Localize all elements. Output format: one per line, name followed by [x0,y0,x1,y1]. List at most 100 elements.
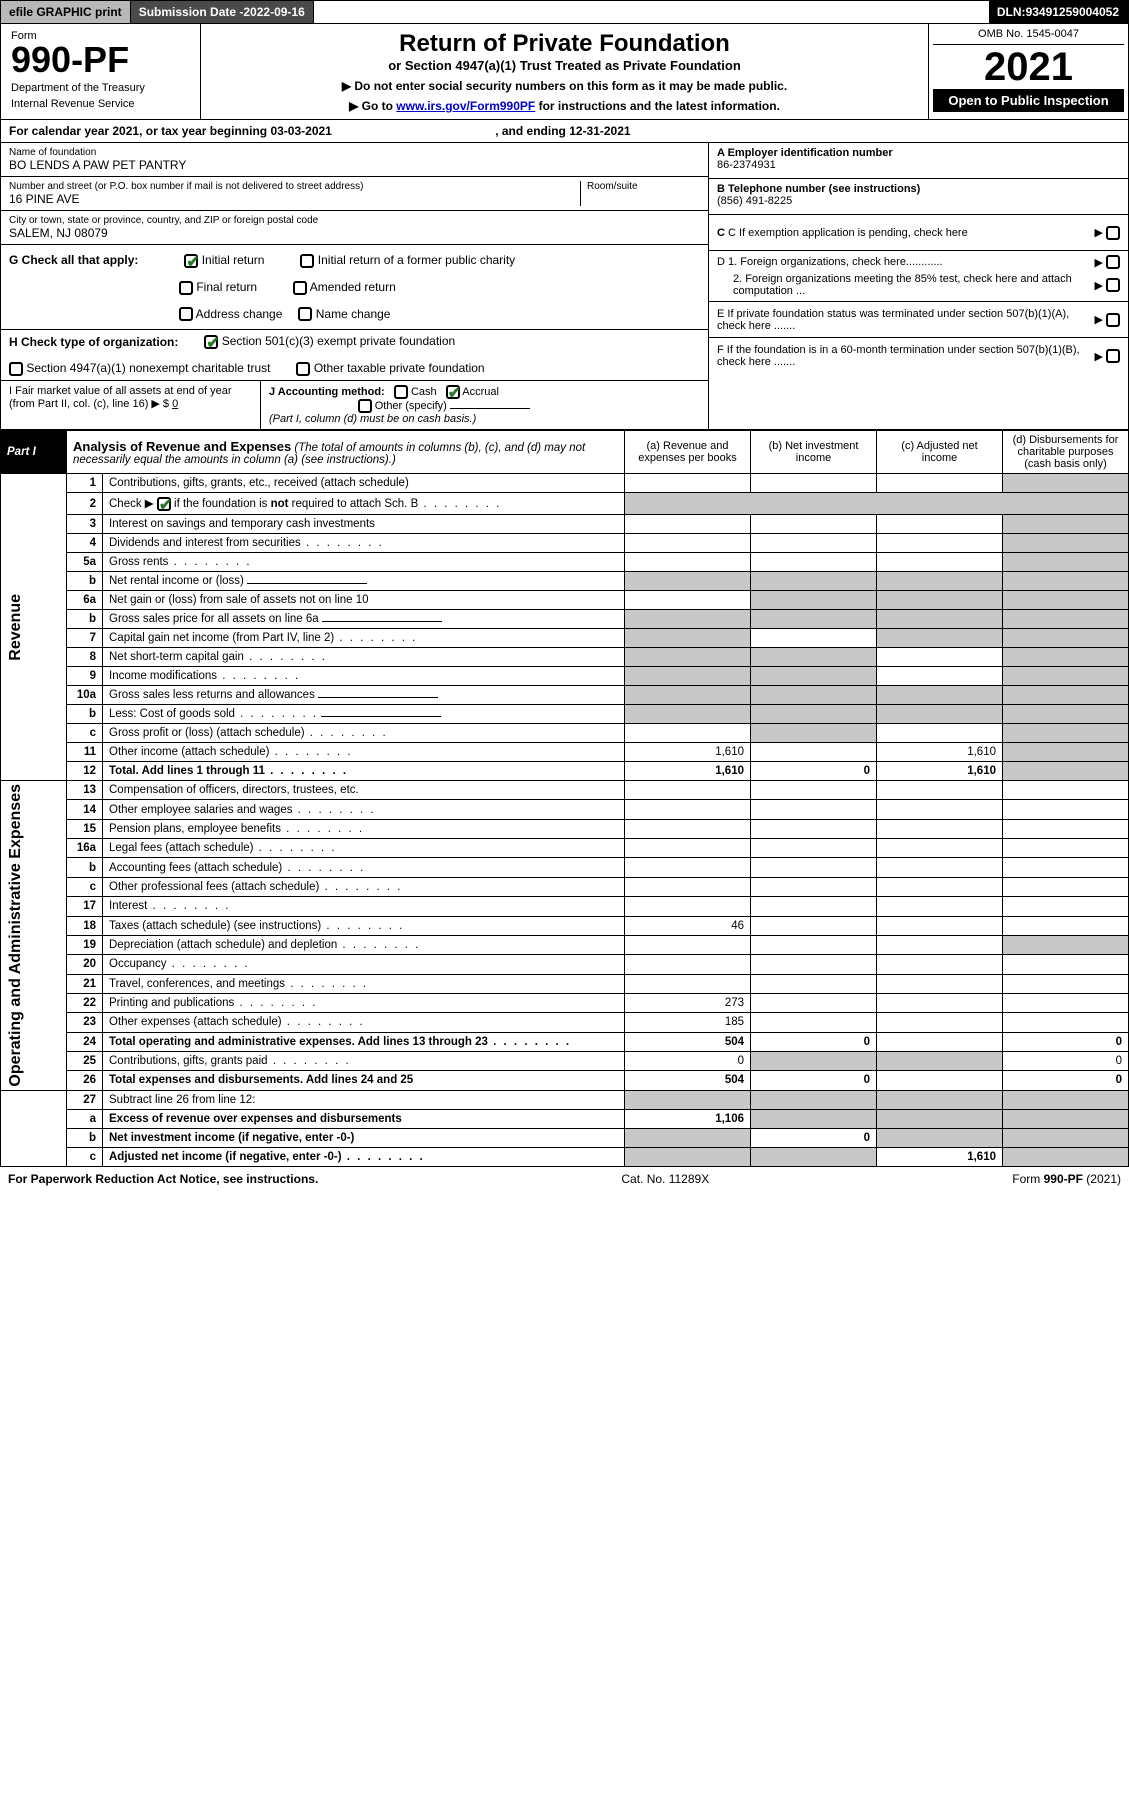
chk-initial-return[interactable] [184,254,198,268]
row-num: c [67,724,103,743]
col-c-header: (c) Adjusted net income [877,431,1003,474]
row-desc: Capital gain net income (from Part IV, l… [103,629,625,648]
row-desc: Net gain or (loss) from sale of assets n… [103,591,625,610]
cell-value [1003,974,1129,993]
cell-value [625,553,751,572]
chk-initial-former[interactable] [300,254,314,268]
table-row: 15Pension plans, employee benefits [1,819,1129,838]
table-row: 12Total. Add lines 1 through 111,61001,6… [1,762,1129,781]
chk-d1[interactable] [1106,255,1120,269]
cell-value [625,781,751,800]
cell-value [625,591,751,610]
cell-shaded [751,648,877,667]
table-row: cAdjusted net income (if negative, enter… [1,1147,1129,1166]
chk-501c3[interactable] [204,335,218,349]
chk-name-change[interactable] [298,307,312,321]
cell-value [751,974,877,993]
side-label-cell: Operating and Administrative Expenses [1,781,67,1091]
cell-value [877,916,1003,935]
form990pf-link[interactable]: www.irs.gov/Form990PF [396,99,535,113]
addr-label: Number and street (or P.O. box number if… [9,181,580,192]
cell-value: 273 [625,993,751,1012]
chk-c[interactable] [1106,226,1120,240]
cell-value: 46 [625,916,751,935]
cell-value [1003,839,1129,858]
row-desc: Other expenses (attach schedule) [103,1013,625,1032]
calyear-mid: , and ending [495,124,569,138]
table-row: bAccounting fees (attach schedule) [1,858,1129,877]
chk-other-taxable[interactable] [296,362,310,376]
chk-address-change[interactable] [179,307,193,321]
cell-shaded [877,629,1003,648]
form-number: 990-PF [11,42,190,78]
row-num: b [67,705,103,724]
cell-value [751,474,877,493]
row-num: 16a [67,839,103,858]
title-sub: or Section 4947(a)(1) Trust Treated as P… [211,58,918,73]
cell-value [625,974,751,993]
row-num: 22 [67,993,103,1012]
chk-final-return[interactable] [179,281,193,295]
header-mid: Return of Private Foundation or Section … [201,24,928,119]
row-num: c [67,877,103,896]
cell-value: 0 [751,1128,877,1147]
table-row: 16aLegal fees (attach schedule) [1,839,1129,858]
cell-value [751,515,877,534]
row-num: b [67,610,103,629]
cell-value [877,955,1003,974]
chk-e[interactable] [1106,313,1120,327]
chk-amended-return[interactable] [293,281,307,295]
phone-value: (856) 491-8225 [717,195,792,207]
table-row: 2Check ▶ if the foundation is not requir… [1,493,1129,515]
title-note1: ▶ Do not enter social security numbers o… [211,79,918,93]
table-row: 20Occupancy [1,955,1129,974]
opt-initial-former: Initial return of a former public charit… [318,253,515,267]
ij-row: I Fair market value of all assets at end… [1,381,708,429]
row-num: b [67,1128,103,1147]
ein-value: 86-2374931 [717,159,776,171]
chk-other-specify[interactable] [358,399,372,413]
table-row: cGross profit or (loss) (attach schedule… [1,724,1129,743]
row-num: 10a [67,686,103,705]
chk-f[interactable] [1106,349,1120,363]
cell-value [877,667,1003,686]
row-desc: Interest on savings and temporary cash i… [103,515,625,534]
open-public-badge: Open to Public Inspection [933,89,1124,112]
table-row: 6aNet gain or (loss) from sale of assets… [1,591,1129,610]
c-cell: C C If exemption application is pending,… [709,215,1128,251]
chk-accrual[interactable] [446,385,460,399]
cell-value [625,534,751,553]
cell-value: 504 [625,1032,751,1051]
opt-accrual: Accrual [462,386,499,398]
opt-501c3: Section 501(c)(3) exempt private foundat… [222,334,455,348]
chk-cash[interactable] [394,385,408,399]
row-desc: Occupancy [103,955,625,974]
cell-shaded [1003,515,1129,534]
table-row: bNet rental income or (loss) [1,572,1129,591]
cell-value [877,553,1003,572]
i-cell: I Fair market value of all assets at end… [1,381,261,429]
cell-shaded [1003,1147,1129,1166]
row-num: 17 [67,897,103,916]
chk-4947a1[interactable] [9,362,23,376]
chk-d2[interactable] [1106,278,1120,292]
foundation-addr: 16 PINE AVE [9,192,580,206]
part1-title-cell: Analysis of Revenue and Expenses (The to… [67,431,625,474]
cell-value [877,648,1003,667]
cell-shaded [1003,474,1129,493]
row-num: 13 [67,781,103,800]
cell-value [751,819,877,838]
address-cell: Number and street (or P.O. box number if… [1,177,708,211]
cell-value [877,1013,1003,1032]
h-check-row: H Check type of organization: Section 50… [1,330,708,381]
cell-value: 1,610 [877,762,1003,781]
row-num: 18 [67,916,103,935]
opt-cash: Cash [411,386,437,398]
calendar-year-row: For calendar year 2021, or tax year begi… [0,120,1129,143]
row-num: 21 [67,974,103,993]
row-desc: Taxes (attach schedule) (see instruction… [103,916,625,935]
row-desc: Other employee salaries and wages [103,800,625,819]
a-ein-cell: A Employer identification number 86-2374… [709,143,1128,179]
row-num: 25 [67,1051,103,1070]
table-row: 26Total expenses and disbursements. Add … [1,1071,1129,1090]
